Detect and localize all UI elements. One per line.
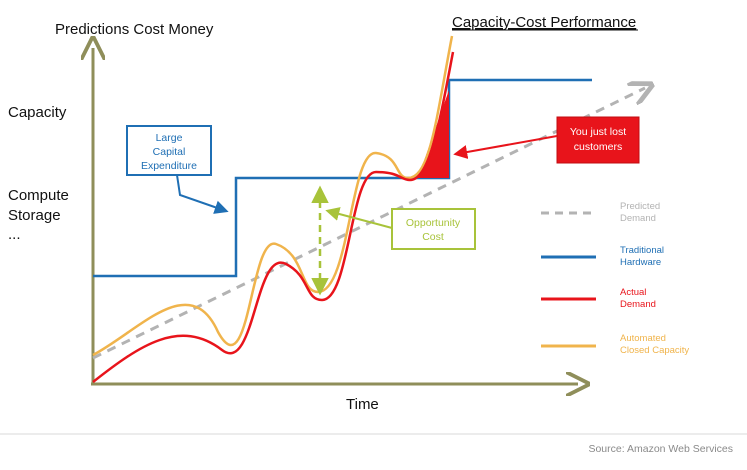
capex-line1: Large [156,132,183,144]
x-axis-label: Time [346,396,379,413]
lost-customers-pointer [453,135,558,159]
capex-line3: Expenditure [141,160,197,172]
automated-capacity-curve [92,35,454,357]
traditional-hardware-line [93,78,592,278]
legend-actual-line2: Demand [620,299,656,310]
legend-traditional-line1: Traditional [620,245,664,256]
lost-customers-box [556,116,640,164]
opportunity-pointer [325,207,393,229]
legend-predicted-line1: Predicted [620,201,660,212]
source-credit: Source: Amazon Web Services [588,443,733,455]
predicted-demand-line [92,88,645,360]
opportunity-cost-line1: Opportunity [406,217,461,229]
capex-line2: Capital [153,146,186,158]
capex-box [126,125,212,176]
legend-traditional-line2: Hardware [620,257,661,268]
lost-customers-line1: You just lost [570,126,626,138]
legend: Predicted Demand Traditional Hardware Ac… [541,201,689,356]
capex-pointer [176,174,229,214]
opportunity-cost-box [391,208,476,250]
legend-actual-line1: Actual [620,287,646,298]
legend-automated-line2: Closed Capacity [620,345,689,356]
y-label-compute: Compute [8,187,69,204]
legend-predicted-line2: Demand [620,213,656,224]
y-label-storage: Storage [8,207,61,224]
lost-customers-line2: customers [574,141,622,153]
opportunity-cost-line2: Cost [422,231,444,243]
diagram-title-right: Capacity-Cost Performance [452,14,636,31]
y-label-ellipsis: ... [8,226,21,243]
diagram-title-left: Predictions Cost Money [55,21,214,38]
legend-automated-line1: Automated [620,333,666,344]
actual-demand-curve [92,51,455,383]
y-label-capacity: Capacity [8,104,67,121]
